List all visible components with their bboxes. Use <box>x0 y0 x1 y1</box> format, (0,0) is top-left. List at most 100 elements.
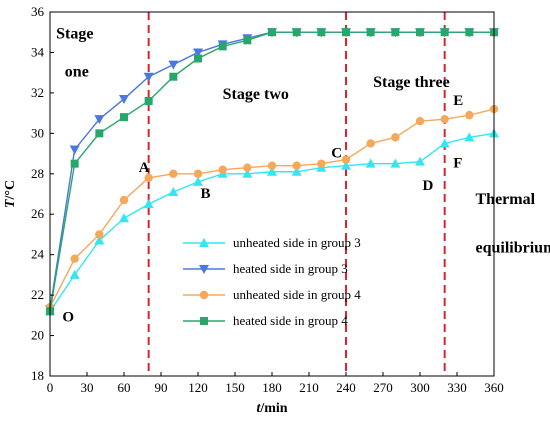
data-point <box>242 168 253 178</box>
data-point <box>390 158 401 168</box>
x-tick-label: 120 <box>188 380 208 395</box>
x-tick-label: 240 <box>336 380 356 395</box>
legend-label: unheated side in group 4 <box>233 287 361 302</box>
data-point <box>168 60 179 70</box>
data-point <box>243 36 252 45</box>
point-label: C <box>331 146 342 162</box>
legend: unheated side in group 3 heated side in g… <box>183 235 361 328</box>
point-label: B <box>200 186 210 202</box>
y-axis-unit: /°C <box>3 180 18 201</box>
y-tick-label: 30 <box>31 125 44 140</box>
data-point <box>341 155 351 164</box>
data-point <box>317 28 326 37</box>
stage-dividers <box>147 12 446 376</box>
point-label: F <box>453 156 462 172</box>
data-point <box>120 113 128 122</box>
data-point <box>465 28 474 37</box>
legend-marker <box>199 265 209 274</box>
data-point <box>169 72 178 81</box>
y-tick-label: 20 <box>31 328 44 343</box>
data-point <box>291 166 302 176</box>
x-tick-label: 330 <box>447 380 467 395</box>
stage-label: equilibrium <box>476 240 550 257</box>
data-point <box>342 28 350 37</box>
legend-item: unheated side in group 4 <box>183 287 361 302</box>
data-point <box>366 139 375 148</box>
point-label: O <box>62 309 74 325</box>
series-3 <box>45 104 499 312</box>
x-tick-label: 300 <box>410 380 430 395</box>
legend-item: heated side in group 3 <box>183 261 348 276</box>
data-point <box>143 199 154 209</box>
data-point <box>70 254 79 263</box>
y-tick-label: 28 <box>31 166 44 181</box>
series-line <box>49 108 495 308</box>
data-point <box>144 96 153 105</box>
data-point <box>439 138 450 148</box>
point-label: D <box>422 178 433 194</box>
stage-label: Stage three <box>373 74 450 91</box>
x-tick-label: 360 <box>484 380 504 395</box>
data-point <box>391 133 400 142</box>
x-tick-label: 60 <box>118 380 131 395</box>
x-axis-label: t/min <box>256 401 287 416</box>
data-point <box>95 129 104 138</box>
data-point <box>144 173 153 183</box>
legend-item: unheated side in group 3 <box>183 235 361 250</box>
y-tick-label: 24 <box>31 247 45 262</box>
data-point <box>193 48 203 58</box>
series-layer <box>45 28 499 316</box>
data-point <box>193 176 203 186</box>
x-axis-symbol: t <box>256 401 261 416</box>
data-point <box>268 28 276 37</box>
y-tick-label: 32 <box>31 85 44 100</box>
legend-item: heated side in group 4 <box>183 313 348 328</box>
data-point <box>194 54 202 63</box>
stage-label: one <box>65 64 89 81</box>
data-point <box>365 158 376 168</box>
x-tick-label: 210 <box>299 380 319 395</box>
annotations: Stage one Stage two Stage three Thermal equil… <box>56 25 550 325</box>
x-axis-unit: /min <box>259 401 287 416</box>
data-point <box>169 169 178 178</box>
data-point <box>391 28 400 37</box>
data-point <box>143 72 154 82</box>
x-tick-label: 270 <box>373 380 393 395</box>
x-tick-label: 150 <box>225 380 245 395</box>
x-tick-label: 0 <box>47 380 54 395</box>
y-axis-label: T/°C <box>3 180 18 208</box>
stage-label: Stage two <box>223 86 289 103</box>
y-tick-label: 22 <box>31 287 44 302</box>
series-1 <box>45 128 499 316</box>
legend-marker <box>199 238 209 247</box>
legend-marker <box>200 317 208 325</box>
data-point <box>440 28 449 37</box>
data-point <box>464 132 475 142</box>
data-point <box>94 235 105 245</box>
data-point <box>94 115 105 125</box>
data-point <box>440 114 449 124</box>
y-tick-label: 26 <box>31 206 45 221</box>
data-point <box>119 195 129 205</box>
data-point <box>317 159 326 168</box>
stage-label: Stage <box>56 25 93 42</box>
y-tick-label: 18 <box>31 368 44 383</box>
data-point <box>267 166 277 176</box>
x-tick-label: 180 <box>262 380 282 395</box>
data-point <box>267 161 277 170</box>
data-point <box>69 269 80 279</box>
y-tick-label: 34 <box>31 44 45 59</box>
data-point <box>119 94 129 104</box>
data-point <box>168 186 179 196</box>
data-point <box>70 159 79 168</box>
data-point <box>465 110 474 120</box>
stage-label: Thermal <box>476 191 536 208</box>
data-point <box>415 117 425 126</box>
y-axis-symbol: T <box>3 198 18 208</box>
data-point <box>119 213 129 223</box>
data-point <box>243 163 252 172</box>
point-label: E <box>453 93 463 109</box>
data-point <box>415 156 425 166</box>
data-point <box>193 169 203 178</box>
